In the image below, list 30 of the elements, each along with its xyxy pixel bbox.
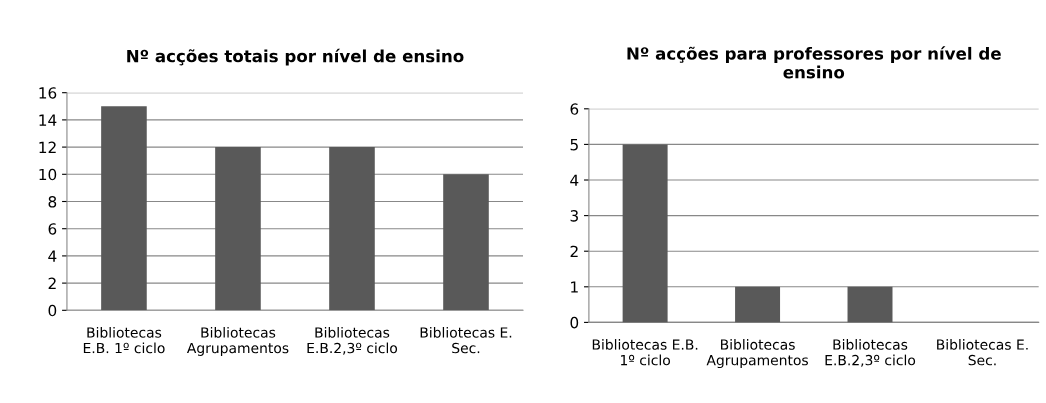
chart-title: Nº acções para professores por nível de ensino (627, 46, 1001, 79)
y-tick-label: 4 (570, 174, 579, 186)
y-tick-label: 1 (571, 281, 578, 293)
bar (215, 147, 261, 311)
y-tick-label: 10 (39, 168, 57, 181)
chart-title: Nº acções totais por nível de ensino (127, 48, 464, 66)
y-tick-label: 14 (39, 114, 57, 126)
x-tick-label: Bibliotecas E. Sec. (420, 326, 512, 354)
x-tick-label: Bibliotecas E.B. 1º ciclo (83, 326, 165, 354)
y-tick-label: 6 (48, 223, 57, 235)
y-tick-label: 0 (48, 304, 57, 317)
y-tick-label: 3 (570, 210, 578, 222)
x-tick-label: Bibliotecas Agrupamentos (186, 326, 289, 356)
y-tick-label: 5 (570, 139, 578, 151)
y-tick-label: 8 (48, 195, 57, 208)
x-tick-label: Bibliotecas E.B.2,3º ciclo (307, 326, 398, 355)
bar (329, 147, 375, 311)
y-tick-label: 6 (570, 103, 579, 115)
y-tick-label: 0 (570, 316, 579, 329)
x-tick-label: Bibliotecas E.B.2,3º ciclo (825, 339, 916, 367)
bar (101, 106, 147, 311)
y-tick-label: 16 (39, 87, 57, 99)
y-tick-label: 2 (48, 277, 56, 289)
y-tick-label: 12 (39, 141, 56, 153)
x-tick-label: Bibliotecas E. Sec. (937, 339, 1028, 366)
y-tick-label: 2 (570, 245, 578, 258)
bar (443, 174, 489, 311)
x-tick-label: Bibliotecas E.B. 1º ciclo (592, 339, 698, 366)
x-tick-label: Bibliotecas Agrupamentos (706, 339, 808, 369)
y-tick-label: 4 (48, 250, 57, 262)
